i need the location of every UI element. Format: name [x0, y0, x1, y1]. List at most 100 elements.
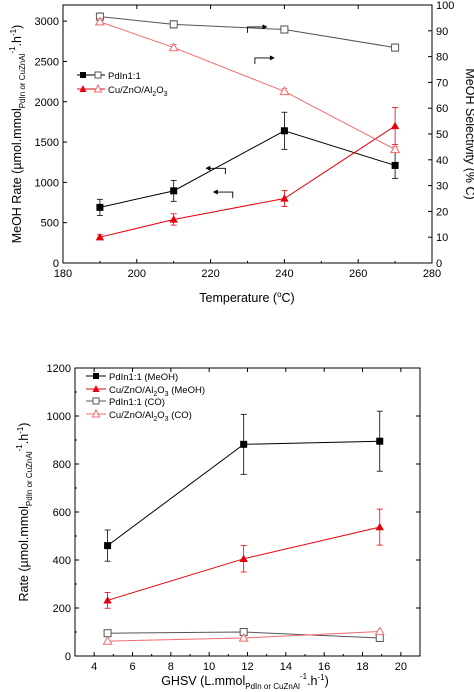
top-x-tick-label: 280 — [423, 268, 441, 280]
top-right-y-tick-label: 50 — [436, 129, 448, 141]
top-right-y-tick-label: 40 — [436, 155, 448, 167]
bottom-series-pdin1-1-co-point — [103, 629, 112, 638]
top-right-y-tick-label: 20 — [436, 206, 448, 218]
top-legend-item-pdin: PdIn1:1 — [77, 71, 141, 82]
top-right-y-tick-label: 0 — [436, 258, 442, 270]
bottom-y-tick-label: 1200 — [47, 363, 71, 375]
top-series-cu-zno-al2o3-right-line — [99, 21, 396, 150]
bottom-series-cu-zno-al2o3-meoh-point — [239, 554, 248, 562]
bottom-series-cu-zno-al2o3-co-point — [238, 632, 249, 642]
top-series-cu-zno-al2o3-left-point — [280, 194, 289, 202]
top-series-pdin1-1-right-point — [391, 43, 400, 52]
bottom-legend-item-cuzno-meoh: Cu/ZnO/Al2O3 (MeOH) — [86, 385, 205, 398]
top-right-y-tick-label: 100 — [436, 0, 454, 12]
bottom-legend-label-cuzno-co: Cu/ZnO/Al2O3 (CO) — [109, 410, 192, 423]
bottom-legend-item-cuzno-co: Cu/ZnO/Al2O3 (CO) — [86, 408, 192, 423]
top-series-pdin1-1-left-point — [391, 161, 399, 169]
top-series-pdin1-1-left-point — [96, 203, 104, 211]
bottom-series-pdin1-1-meoh — [104, 410, 384, 562]
top-legend-label-cuzno: Cu/ZnO/Al2O3 — [108, 85, 168, 98]
bottom-series-pdin1-1-meoh-point — [376, 437, 384, 445]
bottom-x-tick-label: 14 — [280, 661, 292, 673]
bottom-y-tick-label: 200 — [53, 603, 71, 615]
top-plot-frame — [62, 4, 433, 264]
top-axis-arrow-right — [247, 24, 268, 33]
bottom-x-tick-label: 4 — [91, 661, 97, 673]
bottom-legend-label-pdin-co: PdIn1:1 (CO) — [109, 397, 165, 408]
top-right-y-tick-label: 70 — [436, 77, 448, 89]
bottom-series-cu-zno-al2o3-co — [102, 626, 385, 645]
bottom-y-tick-label: 400 — [53, 555, 71, 567]
bottom-series-cu-zno-al2o3-co-point — [374, 626, 385, 636]
top-x-tick-label: 220 — [201, 268, 219, 280]
bottom-marks — [102, 410, 385, 645]
top-series-pdin1-1-right-point — [280, 25, 289, 34]
top-legend-item-cuzno: Cu/ZnO/Al2O3 — [77, 83, 168, 98]
bottom-y-axis-title: Rate (µmol.mmolPdIn or CuZnAl-1.h-1) — [15, 423, 34, 602]
top-left-y-tick-label: 3000 — [35, 16, 59, 28]
bottom-series-cu-zno-al2o3-meoh — [103, 508, 384, 609]
top-series-cu-zno-al2o3-left-point — [169, 215, 178, 223]
top-series-cu-zno-al2o3-right-point — [94, 16, 105, 26]
bottom-series-cu-zno-al2o3-meoh-point — [375, 522, 384, 531]
top-right-y-tick-label: 90 — [436, 26, 448, 38]
top-legend-label-pdin: PdIn1:1 — [108, 71, 141, 82]
top-series-cu-zno-al2o3-left — [95, 106, 400, 241]
top-series-pdin1-1-right-point — [169, 20, 178, 29]
top-series-pdin1-1-right — [95, 12, 400, 52]
top-left-y-tick-label: 1000 — [35, 177, 59, 189]
top-x-tick-label: 180 — [54, 268, 72, 280]
top-left-y-tick-label: 1500 — [35, 137, 59, 149]
top-series-pdin1-1-left-point — [170, 187, 178, 195]
bottom-x-tick-label: 12 — [241, 661, 253, 673]
top-series-cu-zno-al2o3-right-point — [168, 42, 179, 52]
top-series-pdin1-1-left-line — [99, 130, 396, 208]
top-series-cu-zno-al2o3-left-line — [99, 125, 396, 238]
bottom-y-tick-label: 1000 — [47, 411, 71, 423]
top-series-cu-zno-al2o3-left-point — [390, 121, 400, 130]
bottom-legend-label-cuzno-meoh: Cu/ZnO/Al2O3 (MeOH) — [109, 385, 205, 398]
top-x-tick-label: 260 — [349, 268, 367, 280]
bottom-series-cu-zno-al2o3-meoh-point — [103, 596, 112, 604]
bottom-x-tick-label: 16 — [318, 661, 330, 673]
bottom-legend-label-pdin-meoh: PdIn1:1 (MeOH) — [109, 372, 178, 383]
bottom-legend: PdIn1:1 (MeOH) Cu/ZnO/Al2O3 (MeOH) PdIn1… — [86, 372, 205, 423]
top-marks — [94, 12, 401, 241]
top-x-tick-label: 240 — [275, 268, 293, 280]
top-right-y-axis-title: MeOH Selectivity (% C) — [463, 68, 474, 199]
bottom-x-tick-label: 6 — [129, 661, 135, 673]
top-x-axis-title: Temperature (oC) — [199, 290, 294, 305]
top-legend: PdIn1:1 Cu/ZnO/Al2O3 — [77, 71, 168, 98]
top-series-pdin1-1-left — [96, 111, 399, 216]
top-left-y-tick-label: 2500 — [35, 56, 59, 68]
top-right-y-tick-label: 30 — [436, 181, 448, 193]
top-series-cu-zno-al2o3-right-point — [279, 86, 290, 96]
bottom-series-pdin1-1-meoh-point — [240, 440, 248, 448]
top-series-cu-zno-al2o3-right-point — [390, 144, 401, 154]
top-left-y-axis-title: MeOH Rate (µmol.mmolPdIn or CuZnAl-1.h-1… — [8, 25, 27, 244]
top-series-cu-zno-al2o3-right — [94, 16, 401, 154]
bottom-legend-item-pdin-co: PdIn1:1 (CO) — [86, 397, 165, 408]
bottom-x-axis-title: GHSV (L.mmolPdIn or CuZnAl-1.h-1) — [161, 672, 329, 691]
bottom-y-tick-label: 0 — [65, 651, 71, 663]
top-right-y-tick-label: 60 — [436, 103, 448, 115]
bottom-legend-item-pdin-meoh: PdIn1:1 (MeOH) — [86, 372, 178, 383]
bottom-x-tick-label: 8 — [168, 661, 174, 673]
bottom-y-tick-label: 600 — [53, 507, 71, 519]
top-series-pdin1-1-right-line — [99, 16, 396, 49]
bottom-series-cu-zno-al2o3-co-point — [102, 635, 113, 645]
bottom-series-pdin1-1-co-point — [375, 634, 384, 642]
top-x-tick-label: 200 — [128, 268, 146, 280]
top-left-y-tick-label: 500 — [41, 218, 59, 230]
bottom-x-tick-label: 10 — [203, 661, 215, 673]
bottom-x-tick-label: 20 — [395, 661, 407, 673]
bottom-series-pdin1-1-meoh-point — [104, 542, 112, 550]
top-axis-arrow-left — [212, 189, 234, 199]
top-left-y-tick-label: 2000 — [35, 97, 59, 109]
top-axis-arrow-left — [205, 165, 226, 175]
